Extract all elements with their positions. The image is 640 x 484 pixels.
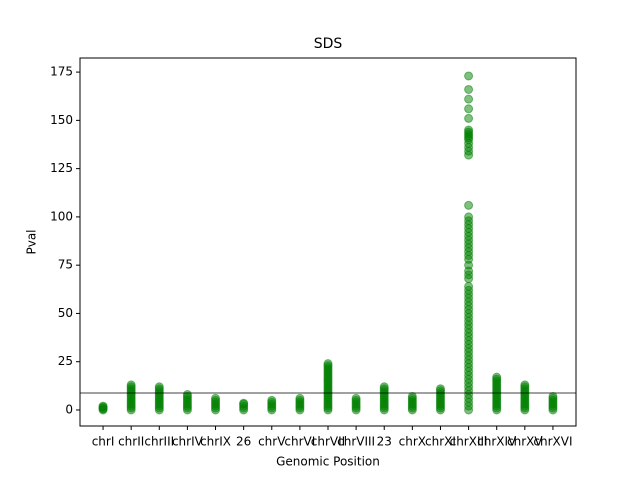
x-tick-label: chrVI	[284, 435, 315, 449]
point	[464, 113, 474, 123]
x-tick-label: chrII	[118, 435, 144, 449]
point	[295, 393, 305, 403]
point	[492, 372, 502, 382]
x-tick-label: chrXV	[507, 435, 543, 449]
point	[520, 380, 530, 390]
x-tick-label: chrX	[399, 435, 426, 449]
point	[323, 359, 333, 369]
x-tick-label: chrIX	[200, 435, 231, 449]
x-tick-label: chrIV	[172, 435, 204, 449]
x-tick-label: chrIII	[144, 435, 174, 449]
y-tick-label: 50	[58, 306, 73, 320]
x-tick-label: 23	[377, 435, 392, 449]
y-tick-label: 125	[50, 161, 73, 175]
x-tick-label: chrXIII	[450, 435, 488, 449]
y-tick-label: 0	[65, 402, 73, 416]
point	[435, 384, 445, 394]
point	[98, 401, 108, 411]
point	[154, 382, 164, 392]
point	[464, 104, 474, 114]
point	[464, 84, 474, 94]
point	[211, 393, 221, 403]
y-tick-label: 175	[50, 65, 73, 79]
point	[407, 391, 417, 401]
point	[464, 94, 474, 104]
y-tick-label: 100	[50, 209, 73, 223]
point	[464, 200, 474, 210]
x-tick-label: chrXIV	[477, 435, 517, 449]
x-tick-label: chrXVI	[533, 435, 572, 449]
point	[464, 212, 474, 222]
chart-title: SDS	[314, 36, 343, 52]
point	[379, 382, 389, 392]
x-axis-label: Genomic Position	[276, 455, 380, 469]
point	[351, 393, 361, 403]
point	[548, 391, 558, 401]
point	[464, 71, 474, 81]
x-tick-label: chrV	[258, 435, 286, 449]
x-tick-label: chrXI	[425, 435, 456, 449]
point	[182, 390, 192, 400]
plot-frame	[79, 57, 577, 427]
x-tick-label: chrVIII	[337, 435, 375, 449]
y-tick-label: 25	[58, 354, 73, 368]
x-tick-label: chrVII	[311, 435, 345, 449]
point	[239, 398, 249, 408]
y-axis-label: Pval	[25, 229, 39, 254]
x-tick-label: chrI	[92, 435, 115, 449]
point	[267, 395, 277, 405]
point	[464, 125, 474, 135]
point	[464, 281, 474, 291]
x-tick-label: 26	[236, 435, 251, 449]
point	[126, 380, 136, 390]
y-tick-label: 75	[58, 258, 73, 272]
y-tick-label: 150	[50, 113, 73, 127]
